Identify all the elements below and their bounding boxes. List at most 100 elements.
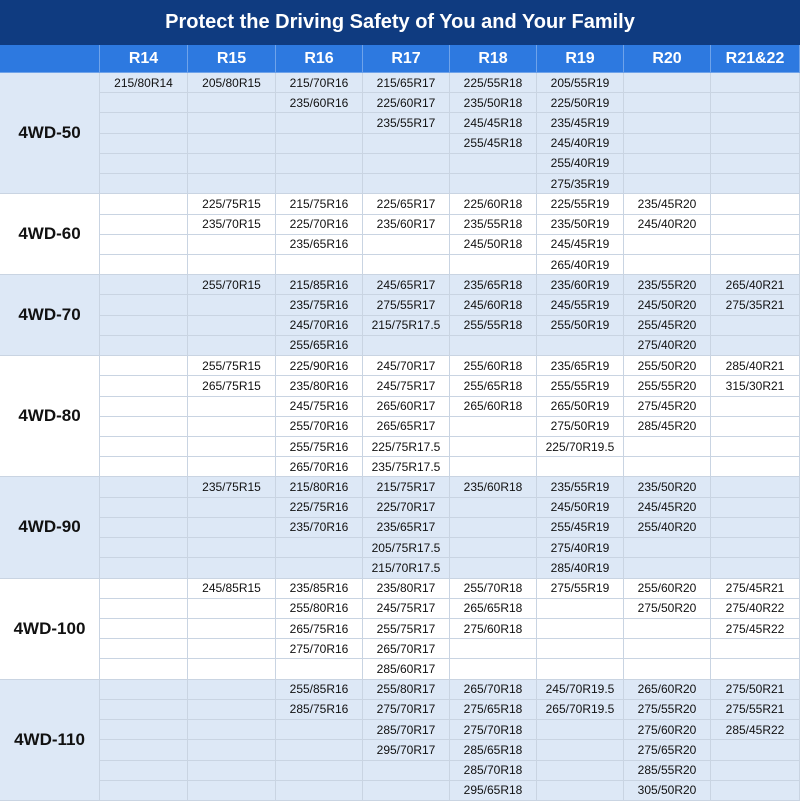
size-cell xyxy=(624,457,711,478)
size-cell xyxy=(450,437,537,458)
size-cell xyxy=(100,679,188,700)
size-cell xyxy=(450,659,537,680)
group-label: 4WD-100 xyxy=(0,578,100,680)
size-cell: 245/60R18 xyxy=(450,295,537,316)
size-cell: 235/55R19 xyxy=(537,477,624,498)
title: Protect the Driving Safety of You and Yo… xyxy=(0,0,800,45)
size-cell xyxy=(363,133,450,154)
size-cell: 245/75R17 xyxy=(363,376,450,397)
size-cell xyxy=(188,720,276,741)
size-cell xyxy=(100,315,188,336)
size-cell: 245/45R20 xyxy=(624,497,711,518)
header-cell: R18 xyxy=(450,45,537,73)
size-cell xyxy=(276,255,363,276)
size-cell xyxy=(100,760,188,781)
size-cell: 255/70R15 xyxy=(188,275,276,296)
size-cell xyxy=(276,558,363,579)
size-cell: 235/50R20 xyxy=(624,477,711,498)
header-cell: R16 xyxy=(276,45,363,73)
size-cell xyxy=(450,538,537,559)
size-cell xyxy=(711,335,800,357)
size-cell xyxy=(711,558,800,579)
size-cell xyxy=(450,497,537,518)
size-cell: 225/55R19 xyxy=(537,194,624,215)
size-cell: 225/90R16 xyxy=(276,356,363,377)
size-cell: 235/55R18 xyxy=(450,214,537,235)
size-cell xyxy=(711,457,800,478)
size-cell: 255/40R20 xyxy=(624,517,711,539)
size-cell xyxy=(363,255,450,276)
size-cell: 235/85R16 xyxy=(276,578,363,599)
size-cell: 275/60R18 xyxy=(450,619,537,640)
size-cell: 265/70R18 xyxy=(450,679,537,700)
size-cell xyxy=(100,396,188,417)
size-cell xyxy=(188,517,276,539)
size-cell: 275/60R20 xyxy=(624,720,711,741)
size-cell xyxy=(363,760,450,781)
size-cell xyxy=(188,234,276,255)
size-cell xyxy=(188,457,276,478)
size-cell: 245/40R20 xyxy=(624,214,711,235)
size-cell: 235/50R18 xyxy=(450,93,537,114)
size-cell xyxy=(188,113,276,134)
size-cell xyxy=(624,558,711,579)
size-cell: 235/55R17 xyxy=(363,113,450,134)
size-cell: 265/60R17 xyxy=(363,396,450,417)
size-cell xyxy=(276,720,363,741)
size-cell xyxy=(624,93,711,114)
size-cell: 235/75R15 xyxy=(188,477,276,498)
size-cell xyxy=(711,255,800,276)
size-cell xyxy=(100,194,188,215)
size-cell xyxy=(450,639,537,660)
size-cell xyxy=(100,133,188,154)
size-cell xyxy=(188,639,276,660)
size-cell xyxy=(363,335,450,357)
size-cell: 255/75R15 xyxy=(188,356,276,377)
size-cell: 245/50R18 xyxy=(450,234,537,255)
size-cell: 215/85R16 xyxy=(276,275,363,296)
size-cell: 285/60R17 xyxy=(363,659,450,680)
size-cell xyxy=(188,315,276,336)
size-cell: 255/70R16 xyxy=(276,416,363,437)
size-cell xyxy=(100,619,188,640)
size-cell: 255/60R18 xyxy=(450,356,537,377)
group-label: 4WD-70 xyxy=(0,275,100,357)
size-cell: 265/40R21 xyxy=(711,275,800,296)
size-cell: 225/75R17.5 xyxy=(363,437,450,458)
size-cell xyxy=(100,153,188,175)
size-cell xyxy=(276,780,363,801)
size-cell xyxy=(100,720,188,741)
size-cell: 255/45R20 xyxy=(624,315,711,336)
size-cell xyxy=(100,639,188,660)
size-cell xyxy=(711,133,800,154)
size-cell xyxy=(188,780,276,801)
size-cell: 255/55R19 xyxy=(537,376,624,397)
size-cell xyxy=(711,234,800,255)
size-cell xyxy=(100,255,188,276)
size-cell: 265/75R15 xyxy=(188,376,276,397)
size-cell xyxy=(624,73,711,94)
size-cell: 235/45R19 xyxy=(537,113,624,134)
size-cell xyxy=(188,133,276,154)
size-cell: 295/70R17 xyxy=(363,740,450,761)
header-cell: R14 xyxy=(100,45,188,73)
size-cell: 235/65R19 xyxy=(537,356,624,377)
group-label: 4WD-50 xyxy=(0,73,100,195)
size-cell xyxy=(100,517,188,539)
size-cell: 285/75R16 xyxy=(276,699,363,721)
size-cell xyxy=(537,335,624,357)
size-cell: 225/65R17 xyxy=(363,194,450,215)
size-cell xyxy=(188,659,276,680)
size-cell xyxy=(188,760,276,781)
size-cell xyxy=(711,113,800,134)
size-cell: 275/35R19 xyxy=(537,174,624,195)
size-cell: 265/70R19.5 xyxy=(537,699,624,721)
size-cell: 265/60R20 xyxy=(624,679,711,700)
size-cell xyxy=(100,659,188,680)
size-cell xyxy=(450,457,537,478)
size-cell: 215/65R17 xyxy=(363,73,450,94)
size-cell: 215/80R14 xyxy=(100,73,188,94)
size-cell: 225/70R16 xyxy=(276,214,363,235)
size-cell: 255/55R18 xyxy=(450,315,537,336)
size-cell: 245/55R19 xyxy=(537,295,624,316)
